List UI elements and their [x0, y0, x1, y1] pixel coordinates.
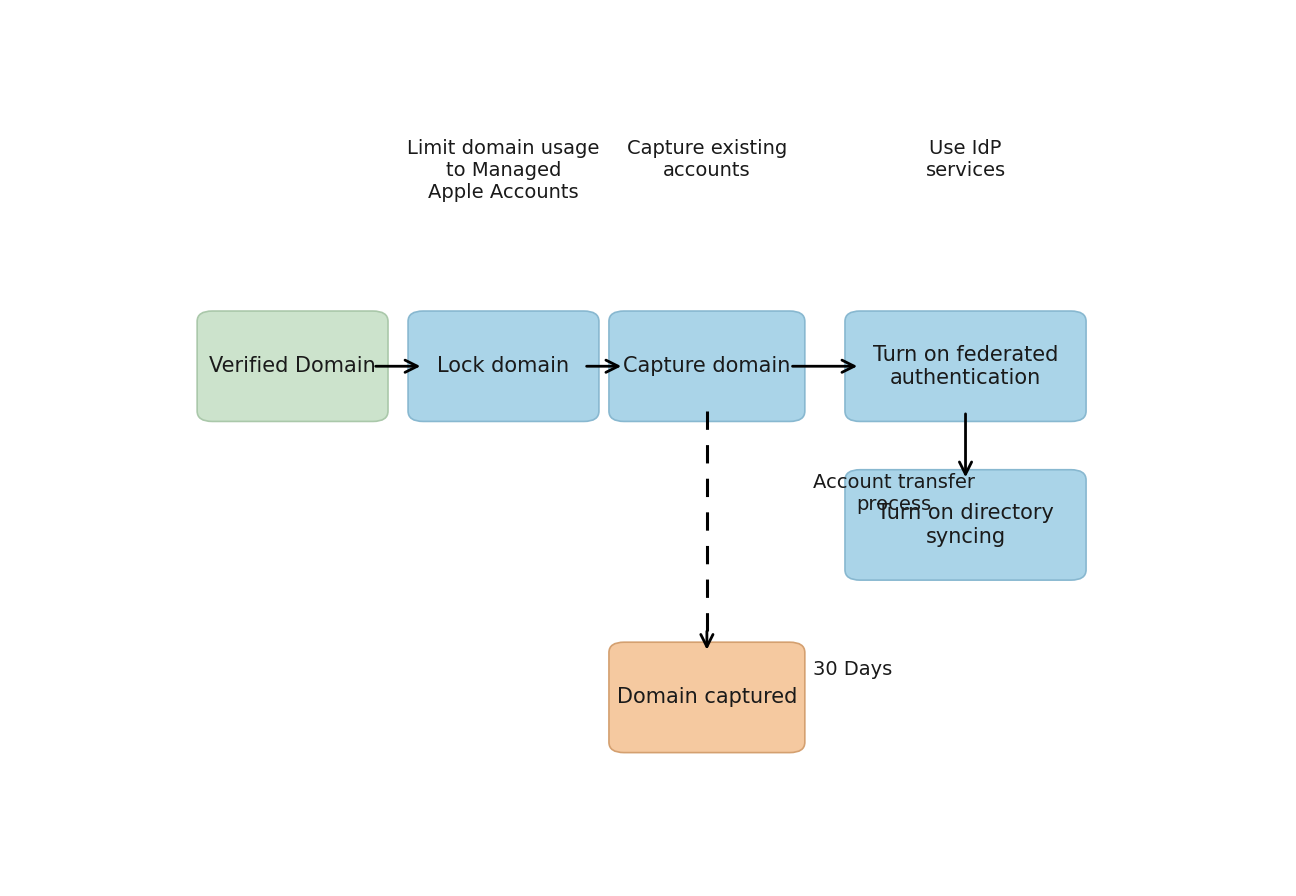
Text: Turn on federated
authentication: Turn on federated authentication — [872, 345, 1059, 388]
Text: Capture domain: Capture domain — [623, 357, 791, 376]
Text: Verified Domain: Verified Domain — [209, 357, 376, 376]
Text: Use IdP
services: Use IdP services — [925, 139, 1006, 179]
FancyBboxPatch shape — [845, 470, 1086, 580]
FancyBboxPatch shape — [408, 311, 599, 421]
Text: Lock domain: Lock domain — [438, 357, 569, 376]
FancyBboxPatch shape — [609, 311, 805, 421]
Text: Limit domain usage
to Managed
Apple Accounts: Limit domain usage to Managed Apple Acco… — [407, 139, 600, 202]
FancyBboxPatch shape — [197, 311, 388, 421]
Text: Account transfer
process: Account transfer process — [813, 473, 975, 514]
FancyBboxPatch shape — [609, 642, 805, 753]
Text: Capture existing
accounts: Capture existing accounts — [627, 139, 787, 179]
Text: 30 Days: 30 Days — [813, 660, 892, 679]
FancyBboxPatch shape — [845, 311, 1086, 421]
Text: Turn on directory
syncing: Turn on directory syncing — [877, 504, 1054, 547]
Text: Domain captured: Domain captured — [617, 687, 797, 708]
